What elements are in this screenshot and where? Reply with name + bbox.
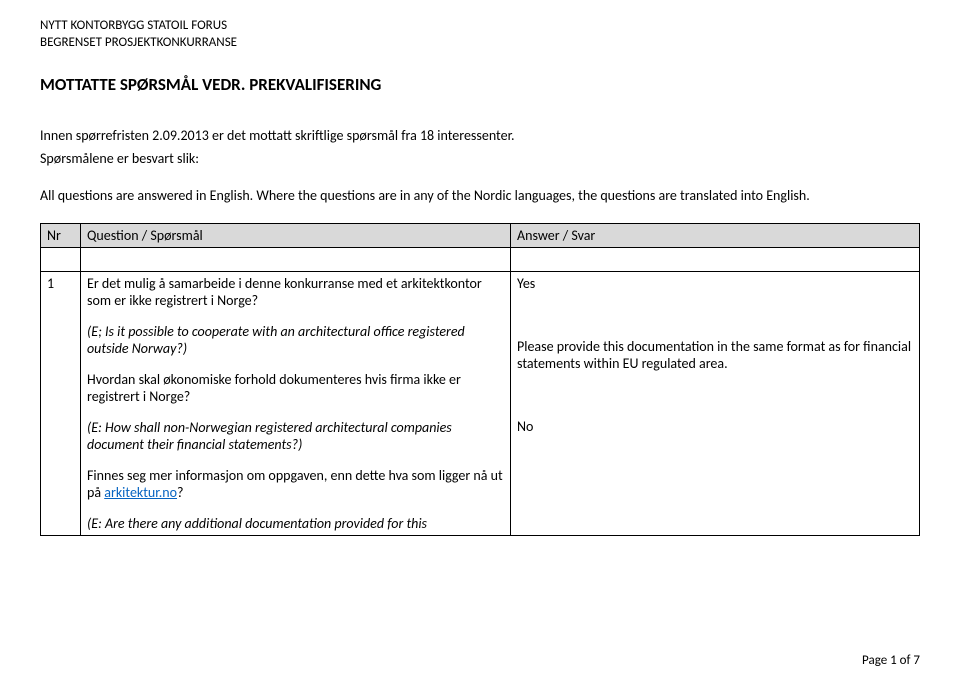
table-header-row: Nr Question / Spørsmål Answer / Svar: [41, 224, 920, 248]
answer-spacer: [517, 386, 913, 404]
document-header: NYTT KONTORBYGG STATOIL FORUS BEGRENSET …: [40, 18, 920, 52]
question-text: Hvordan skal økonomiske forhold dokument…: [87, 371, 504, 405]
spacer-cell: [41, 248, 81, 272]
intro-block: Innen spørrefristen 2.09.2013 er det mot…: [40, 127, 920, 206]
th-answer: Answer / Svar: [511, 224, 920, 248]
question-text-suffix: ?: [177, 484, 184, 501]
question-translation: (E; Is it possible to cooperate with an …: [87, 323, 504, 357]
question-text: Finnes seg mer informasjon om oppgaven, …: [87, 467, 504, 501]
cell-answer: Yes Please provide this documentation in…: [511, 272, 920, 536]
cell-question: Er det mulig å samarbeide i denne konkur…: [81, 272, 511, 536]
page-footer: Page 1 of 7: [862, 653, 920, 668]
th-question: Question / Spørsmål: [81, 224, 511, 248]
spacer-cell: [81, 248, 511, 272]
question-translation: (E: How shall non-Norwegian registered a…: [87, 419, 504, 453]
cell-nr: 1: [41, 272, 81, 536]
answer-spacer: [517, 306, 913, 324]
intro-p3: All questions are answered in English. W…: [40, 187, 920, 206]
question-text: Er det mulig å samarbeide i denne konkur…: [87, 275, 504, 309]
table-spacer-row: [41, 248, 920, 272]
answer-text: Yes: [517, 275, 913, 292]
qa-table: Nr Question / Spørsmål Answer / Svar 1 E…: [40, 223, 920, 536]
arkitektur-link[interactable]: arkitektur.no: [104, 484, 177, 501]
answer-text: No: [517, 418, 913, 435]
question-translation: (E: Are there any additional documentati…: [87, 515, 504, 532]
answer-text: Please provide this documentation in the…: [517, 338, 913, 372]
page-title: MOTTATTE SPØRSMÅL VEDR. PREKVALIFISERING: [40, 74, 920, 95]
th-nr: Nr: [41, 224, 81, 248]
header-line-2: BEGRENSET PROSJEKTKONKURRANSE: [40, 35, 920, 52]
intro-p2: Spørsmålene er besvart slik:: [40, 150, 920, 169]
spacer-cell: [511, 248, 920, 272]
table-row: 1 Er det mulig å samarbeide i denne konk…: [41, 272, 920, 536]
header-line-1: NYTT KONTORBYGG STATOIL FORUS: [40, 18, 920, 35]
intro-p1: Innen spørrefristen 2.09.2013 er det mot…: [40, 127, 920, 146]
